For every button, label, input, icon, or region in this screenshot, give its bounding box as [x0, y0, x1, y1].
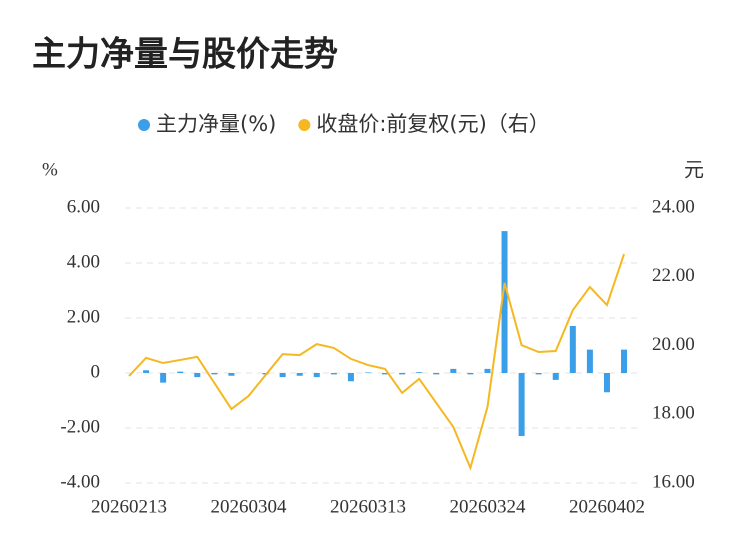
bar	[450, 368, 457, 373]
bar	[484, 368, 491, 373]
y-tick-label: 4.00	[67, 251, 100, 272]
y-tick-label: 6.00	[67, 196, 100, 217]
bar	[467, 373, 474, 375]
price-line	[128, 253, 625, 471]
bar	[211, 373, 218, 375]
x-tick-label: 20260324	[449, 496, 526, 517]
bar	[399, 373, 406, 375]
x-tick-label: 20260304	[210, 496, 287, 517]
bar	[416, 372, 423, 373]
legend-swatch	[298, 119, 311, 131]
y2-tick-label: 22.00	[652, 265, 695, 286]
x-tick-label: 20260313	[330, 496, 406, 517]
y-tick-label: 0	[91, 361, 101, 382]
x-tick-label: 20260402	[569, 496, 645, 517]
bar	[501, 231, 508, 373]
bar	[518, 373, 525, 436]
bar	[382, 373, 389, 375]
bar	[552, 373, 559, 380]
y2-unit: 元	[684, 158, 704, 182]
bar	[621, 349, 628, 373]
legend-label: 主力净量(%)	[156, 112, 276, 136]
x-tick-label: 20260213	[91, 496, 167, 517]
y2-tick-label: 16.00	[652, 471, 695, 492]
y2-tick-label: 24.00	[652, 196, 695, 217]
bar	[347, 373, 354, 382]
bar	[433, 373, 440, 375]
bar	[364, 372, 371, 373]
bar	[535, 373, 542, 375]
bar	[160, 373, 167, 383]
bar	[296, 373, 303, 376]
y2-tick-label: 20.00	[652, 334, 695, 355]
legend-label: 收盘价:前复权(元)（右）	[316, 112, 549, 136]
y-unit: %	[42, 159, 58, 180]
bar	[194, 373, 201, 378]
bar	[313, 373, 320, 378]
bar	[143, 370, 150, 373]
bar	[330, 373, 337, 375]
bar	[279, 373, 286, 378]
bar	[177, 371, 184, 373]
bar	[603, 373, 610, 393]
chart-title: 主力净量与股价走势	[32, 35, 338, 75]
y-tick-label: -4.00	[60, 471, 100, 492]
bar	[586, 349, 593, 373]
y-tick-label: -2.00	[60, 416, 100, 437]
legend-swatch	[138, 119, 150, 131]
bar	[228, 373, 235, 376]
y2-tick-label: 18.00	[652, 403, 695, 424]
bar	[569, 325, 576, 373]
y-tick-label: 2.00	[67, 306, 100, 327]
